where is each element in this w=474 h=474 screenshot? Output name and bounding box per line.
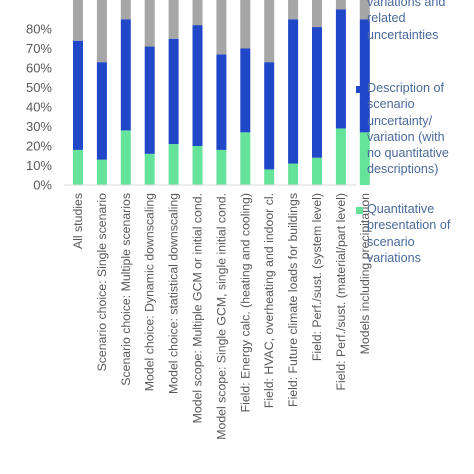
category-label: Field: Future climate loads for building… (286, 193, 300, 407)
category-label: Field: HVAC, overheating and indoor cl. (262, 193, 276, 408)
legend-label-uncertainties: variations and related uncertainties (367, 0, 446, 42)
category-label: Model choice: statistical downscaling (167, 193, 181, 394)
category-label: Field: Perf./sust. (material/part level) (334, 193, 348, 391)
bar-segment-quantitative (359, 132, 370, 185)
category-label: Model scope: Single GCM, single initial … (214, 193, 228, 440)
bar-segment-uncertainties (312, 0, 322, 28)
y-tick-label: 50% (26, 80, 52, 95)
bar-segment-description (335, 9, 346, 129)
bar-segment-description (168, 38, 179, 145)
bar-segment-quantitative (288, 163, 299, 185)
bar-segment-uncertainties (144, 0, 155, 47)
category-label: Models including precipitation (358, 193, 372, 354)
bar-segment-quantitative (120, 130, 131, 185)
legend-swatch-description (356, 86, 363, 93)
y-tick-label: 80% (26, 22, 52, 37)
category-label: Scenario choice: Multiple scenarios (119, 193, 133, 386)
y-axis: 0% 10% 20% 30% 40% 50% 60% 70% 80% (26, 22, 52, 193)
legend-swatch-quantitative (356, 207, 363, 214)
bar-segment-description (359, 19, 370, 133)
category-label: Model choice: Dynamic downscaling (143, 193, 157, 391)
legend-label-quantitative: Quantitative presentation of scenario va… (367, 202, 451, 265)
bar-segment-description (312, 27, 322, 158)
bar-segment-uncertainties (240, 0, 251, 49)
legend-label-description: Description of scenario uncertainty/ var… (367, 81, 449, 177)
bar-segment-uncertainties (335, 0, 346, 10)
bar-segment-uncertainties (168, 0, 179, 39)
bar-segment-uncertainties (120, 0, 131, 20)
bar-segment-quantitative (144, 153, 155, 185)
bar-segment-uncertainties (96, 0, 107, 63)
bar-segment-quantitative (264, 169, 275, 185)
category-labels: All studies Scenario choice: Single scena… (71, 193, 372, 440)
y-tick-label: 20% (26, 139, 52, 154)
y-tick-label: 70% (26, 41, 52, 56)
y-tick-label: 30% (26, 119, 52, 134)
bar-segment-quantitative (216, 149, 227, 185)
category-label: Field: Perf./sust. (system level) (310, 193, 324, 361)
bar-segment-quantitative (168, 144, 179, 185)
bar-segment-description (96, 62, 107, 160)
bar-segment-uncertainties (288, 0, 299, 20)
bar-segment-quantitative (312, 157, 322, 185)
bars (73, 0, 370, 185)
bar-segment-uncertainties (192, 0, 203, 26)
bar-segment-uncertainties (359, 0, 370, 20)
y-tick-label: 40% (26, 100, 52, 115)
bar-segment-uncertainties (73, 0, 83, 41)
y-tick-label: 60% (26, 61, 52, 76)
bar-segment-description (73, 40, 83, 150)
bar-segment-description (264, 62, 275, 170)
category-label: Scenario choice: Single scenario (95, 193, 109, 372)
category-label: Field: Energy calc. (heating and cooling… (238, 193, 252, 412)
bar-segment-description (240, 48, 251, 133)
bar-segment-description (192, 25, 203, 147)
y-tick-label: 0% (33, 178, 52, 193)
bar-segment-description (120, 19, 131, 131)
bar-segment-description (144, 46, 155, 154)
bar-segment-quantitative (192, 146, 203, 185)
bar-segment-description (288, 19, 299, 164)
bar-segment-description (216, 54, 227, 150)
bar-segment-quantitative (335, 128, 346, 185)
bar-segment-quantitative (96, 159, 107, 185)
bar-segment-uncertainties (216, 0, 227, 55)
category-label: All studies (71, 193, 85, 249)
category-label: Model scope: Multiple GCM or initial con… (191, 193, 205, 423)
bar-segment-quantitative (73, 149, 83, 185)
bar-segment-uncertainties (264, 0, 275, 63)
bar-segment-quantitative (240, 132, 251, 185)
y-tick-label: 10% (26, 158, 52, 173)
